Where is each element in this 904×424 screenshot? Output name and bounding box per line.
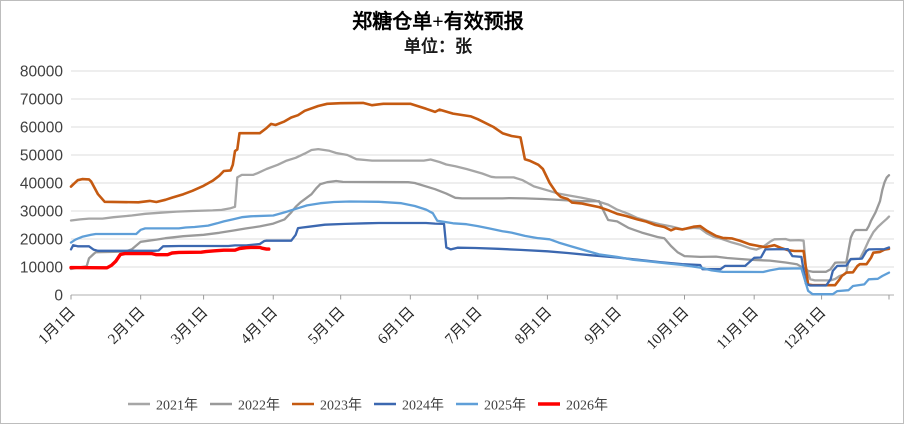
x-tick-label: 1月1日 [36,305,79,348]
chart-subtitle: 单位：张 [404,36,473,56]
legend-label: 2024年 [402,398,444,414]
series-line-2021年 [69,147,891,282]
legend-item: 2024年 [374,398,444,414]
x-tick-label: 4月1日 [238,305,281,348]
x-tick-label: 3月1日 [168,305,211,348]
legend-label: 2025年 [484,398,526,414]
legend-item: 2026年 [538,398,608,414]
series-line-2026年 [69,245,271,270]
x-tick-label: 9月1日 [582,305,625,348]
legend-label: 2021年 [156,398,198,414]
legend-label: 2023年 [320,398,362,414]
y-tick-label: 10000 [20,260,63,277]
x-tick-label: 10月1日 [644,305,692,353]
legend-item: 2021年 [128,398,198,414]
x-tick-label: 2月1日 [105,305,148,348]
legend-item: 2022年 [210,398,280,414]
y-tick-label: 0 [54,288,63,305]
y-tick-label: 70000 [20,92,63,109]
x-tick-label: 7月1日 [442,305,485,348]
chart-title: 郑糖仓单+有效预报 [352,9,523,33]
legend: 2021年 2022年 2023年 2024年 2025年 2026年 [128,398,608,414]
y-tick-label: 20000 [20,232,63,249]
series-line-2022年 [69,174,891,273]
y-tick-label: 80000 [20,64,63,81]
y-tick-label: 50000 [20,148,63,165]
axes [70,294,894,300]
legend-item: 2025年 [456,398,526,414]
y-tick-label: 40000 [20,176,63,193]
series-line-2023年 [69,101,891,287]
gridlines [71,70,894,268]
series-line-2024年 [69,221,891,287]
y-tick-label: 60000 [20,120,63,137]
legend-label: 2026年 [566,398,608,414]
x-tick-label: 12月1日 [781,305,829,353]
x-tick-label: 5月1日 [305,305,348,348]
series-line-2025年 [69,200,891,296]
x-tick-label: 8月1日 [512,305,555,348]
legend-label: 2022年 [238,398,280,414]
x-tick-label: 11月1日 [714,305,762,353]
legend-item: 2023年 [292,398,362,414]
x-axis-labels: 1月1日 2月1日 3月1日 4月1日 5月1日 6月1日 7月1日 8月1日 9月1日 10月1… [36,305,830,353]
series-lines [69,101,891,296]
y-axis-labels: 0 10000 20000 30000 40000 50000 60000 70000 8000… [20,64,63,305]
y-tick-label: 30000 [20,204,63,221]
x-tick-label: 6月1日 [375,305,418,348]
